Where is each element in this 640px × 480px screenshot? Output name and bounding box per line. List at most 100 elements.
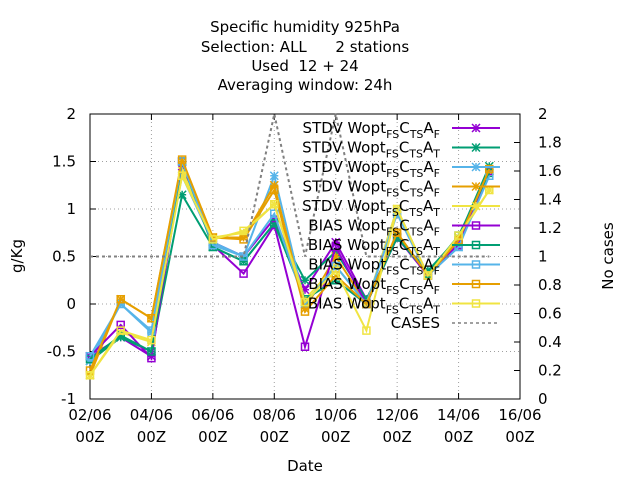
data-point [116, 320, 125, 330]
x-tick-label: 06/06 [191, 406, 234, 424]
data-point [300, 297, 310, 307]
legend-label: BIAS WoptFSCTSAT [308, 236, 440, 258]
data-point [270, 200, 279, 209]
legend-label: BIAS WoptFSCTSAT [308, 295, 440, 317]
data-point [116, 326, 125, 335]
y2-tick-label: 0.2 [538, 362, 562, 380]
data-point [485, 164, 494, 174]
data-point [269, 180, 279, 190]
axis-ticks: -1 -0.5 0 0.5 1 1.5 2 0 0.2 0.4 0.6 0.8 1 1.2 1.4 1.6 1.… [47, 105, 562, 446]
legend-entry: BIAS WoptFSCTSAF [308, 256, 500, 278]
legend-entry: STDV WoptFSCTSAF [303, 158, 500, 180]
legend-label: CASES [391, 314, 440, 332]
y-tick-label: 1 [66, 200, 76, 218]
series-line [90, 113, 490, 258]
x-tick-sublabel: 00Z [260, 428, 289, 446]
y-tick-label: 1.5 [52, 153, 76, 171]
y2-axis-label: No cases [599, 222, 617, 290]
x-tick-label: 08/06 [253, 406, 296, 424]
y2-tick-label: 1.4 [538, 191, 562, 209]
x-tick-sublabel: 00Z [75, 428, 104, 446]
y2-tick-label: 0.8 [538, 276, 562, 294]
data-point [471, 201, 481, 211]
data-point [454, 231, 463, 240]
chart-title: Specific humidity 925hPa Selection: ALL … [201, 18, 409, 94]
data-point [331, 266, 340, 275]
legend-label: BIAS WoptFSCTSAF [308, 256, 440, 278]
legend-entry: BIAS WoptFSCTSAT [308, 295, 500, 317]
y2-tick-label: 1.6 [538, 162, 562, 180]
title-line-2: Selection: ALL 2 stations [201, 38, 409, 56]
legend-label: STDV WoptFSCTSAF [303, 158, 440, 180]
data-point [300, 342, 310, 351]
x-tick-label: 14/06 [437, 406, 480, 424]
data-point [239, 226, 248, 236]
data-point [147, 335, 156, 345]
data-point [331, 242, 340, 252]
legend-label: BIAS WoptFSCTSAF [308, 217, 440, 239]
y-tick-label: 0.5 [52, 248, 76, 266]
data-point [392, 204, 402, 214]
data-point [471, 299, 481, 308]
y2-tick-label: 0 [538, 390, 548, 408]
data-point [471, 260, 481, 269]
series-group [85, 113, 494, 380]
series-line [89, 172, 491, 376]
data-point [300, 275, 310, 285]
data-point [116, 295, 125, 304]
legend-entry: STDV WoptFSCTSAT [302, 139, 500, 161]
data-point [300, 307, 310, 316]
data-point [423, 271, 433, 280]
data-point [239, 235, 248, 244]
data-point [239, 257, 248, 266]
series-11 [90, 113, 490, 258]
legend-entry: STDV WoptFSCTSAF [303, 178, 500, 200]
legend-entry: STDV WoptFSCTSAT [302, 197, 500, 219]
data-point [177, 155, 187, 164]
x-tick-label: 04/06 [130, 406, 173, 424]
legend-entry: BIAS WoptFSCTSAF [308, 275, 500, 297]
x-tick-sublabel: 00Z [505, 428, 534, 446]
data-point [471, 279, 481, 289]
x-tick-sublabel: 00Z [137, 428, 166, 446]
data-point [85, 352, 95, 361]
y-tick-label: 0 [66, 295, 76, 313]
data-point [177, 171, 187, 180]
data-point [269, 171, 279, 181]
x-tick-label: 02/06 [68, 406, 111, 424]
series-10 [85, 171, 494, 380]
x-tick-sublabel: 00Z [382, 428, 411, 446]
data-point [208, 235, 218, 244]
legend-entry: STDV WoptFSCTSAF [303, 119, 500, 141]
data-point [392, 228, 402, 237]
legend-label: STDV WoptFSCTSAT [302, 197, 440, 219]
y-axis-label: g/Kg [8, 239, 26, 273]
data-point [270, 185, 279, 195]
x-tick-label: 16/06 [498, 406, 541, 424]
legend-label: STDV WoptFSCTSAT [302, 139, 440, 161]
title-line-1: Specific humidity 925hPa [210, 18, 400, 36]
legend-entry: BIAS WoptFSCTSAT [308, 236, 500, 258]
data-point [362, 299, 371, 309]
y2-tick-label: 1.2 [538, 219, 562, 237]
data-point [471, 142, 481, 153]
legend-label: STDV WoptFSCTSAF [303, 178, 440, 200]
data-point [471, 123, 481, 133]
y2-tick-label: 2 [538, 105, 548, 123]
y-tick-label: -1 [61, 390, 76, 408]
y2-tick-label: 1 [538, 248, 548, 266]
data-point [85, 371, 95, 380]
x-axis-label: Date [287, 457, 323, 475]
data-point [471, 221, 481, 230]
x-tick-sublabel: 00Z [198, 428, 227, 446]
y2-tick-label: 0.6 [538, 305, 562, 323]
x-tick-sublabel: 00Z [444, 428, 473, 446]
data-point [239, 269, 248, 278]
data-point [362, 326, 371, 335]
data-point [331, 237, 341, 247]
legend-entry: BIAS WoptFSCTSAF [308, 217, 500, 239]
title-line-3: Used 12 + 24 [251, 57, 358, 75]
y-tick-label: 2 [66, 105, 76, 123]
